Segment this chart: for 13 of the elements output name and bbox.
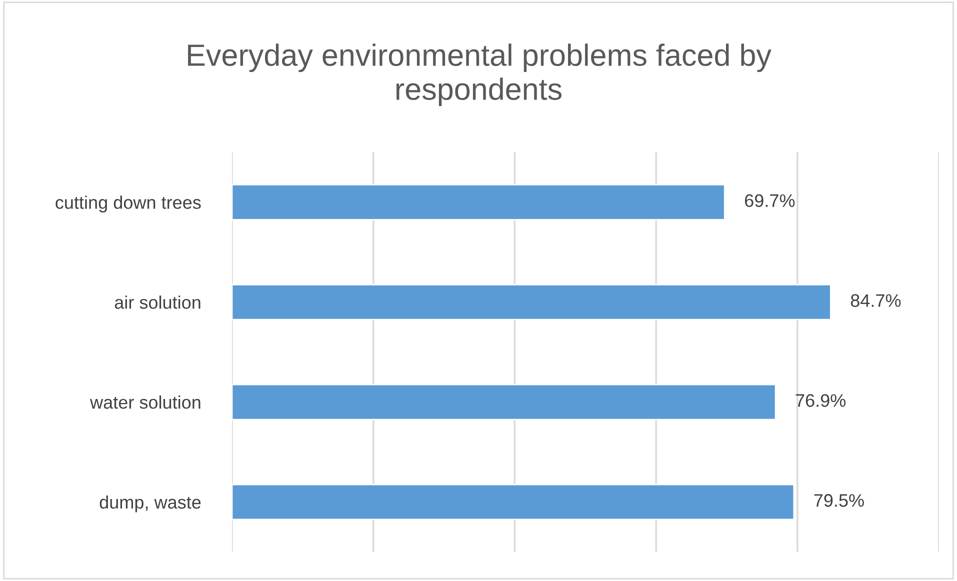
chart-title: Everyday environmental problems faced by respondents bbox=[188, 44, 772, 106]
bar bbox=[232, 284, 832, 320]
y-tick-label: cutting down trees bbox=[56, 196, 201, 212]
data-label: 84.7% bbox=[850, 294, 901, 307]
bar bbox=[232, 484, 795, 520]
y-tick-label: dump, waste bbox=[100, 495, 201, 512]
data-label: 69.7% bbox=[745, 194, 795, 208]
y-tick-label: water solution bbox=[90, 396, 200, 409]
bar bbox=[232, 384, 776, 420]
data-label: 76.9% bbox=[796, 394, 846, 407]
data-label: 79.5% bbox=[814, 494, 864, 507]
bar bbox=[232, 184, 726, 220]
y-tick-label: air solution bbox=[114, 296, 200, 309]
